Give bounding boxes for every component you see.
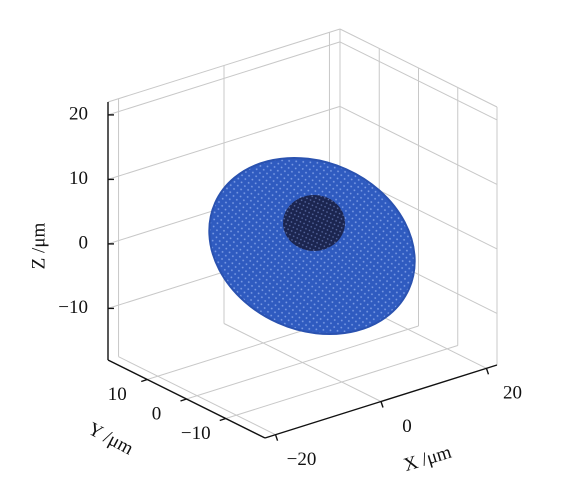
- z-tick-label: −10: [58, 297, 88, 318]
- x-tick-label: −20: [287, 449, 317, 470]
- y-tick-label: −10: [181, 423, 211, 444]
- ellipsoid: [208, 156, 416, 336]
- x-tick: [274, 434, 279, 441]
- grid-line: [107, 105, 341, 180]
- box-edge: [107, 28, 341, 103]
- y-tick: [219, 417, 226, 422]
- axes: −20 0 20 −10 0 10 −10 0 10 20: [58, 102, 522, 470]
- y-tick-label: 0: [152, 403, 162, 424]
- z-tick-label: 20: [69, 103, 88, 124]
- z-axis-label: Z /μm: [28, 222, 49, 269]
- grid-line: [107, 41, 341, 116]
- x-tick: [485, 368, 490, 375]
- y-axis-label: Y /μm: [84, 418, 136, 459]
- z-tick-label: 10: [69, 168, 88, 189]
- box-edge: [339, 28, 498, 108]
- grid-line: [339, 41, 498, 121]
- x-axis-label: X /μm: [401, 442, 454, 476]
- grid-line: [225, 345, 458, 419]
- y-tick: [180, 398, 187, 402]
- x-tick-label: 0: [402, 416, 412, 437]
- grid-line: [186, 325, 419, 400]
- z-tick-label: 0: [79, 232, 89, 253]
- y-tick: [141, 378, 148, 383]
- x-tick-label: 20: [503, 383, 522, 404]
- nucleus: [283, 195, 345, 251]
- y-tick-label: 10: [108, 384, 127, 405]
- grid-line: [339, 105, 498, 185]
- x-tick: [380, 401, 384, 408]
